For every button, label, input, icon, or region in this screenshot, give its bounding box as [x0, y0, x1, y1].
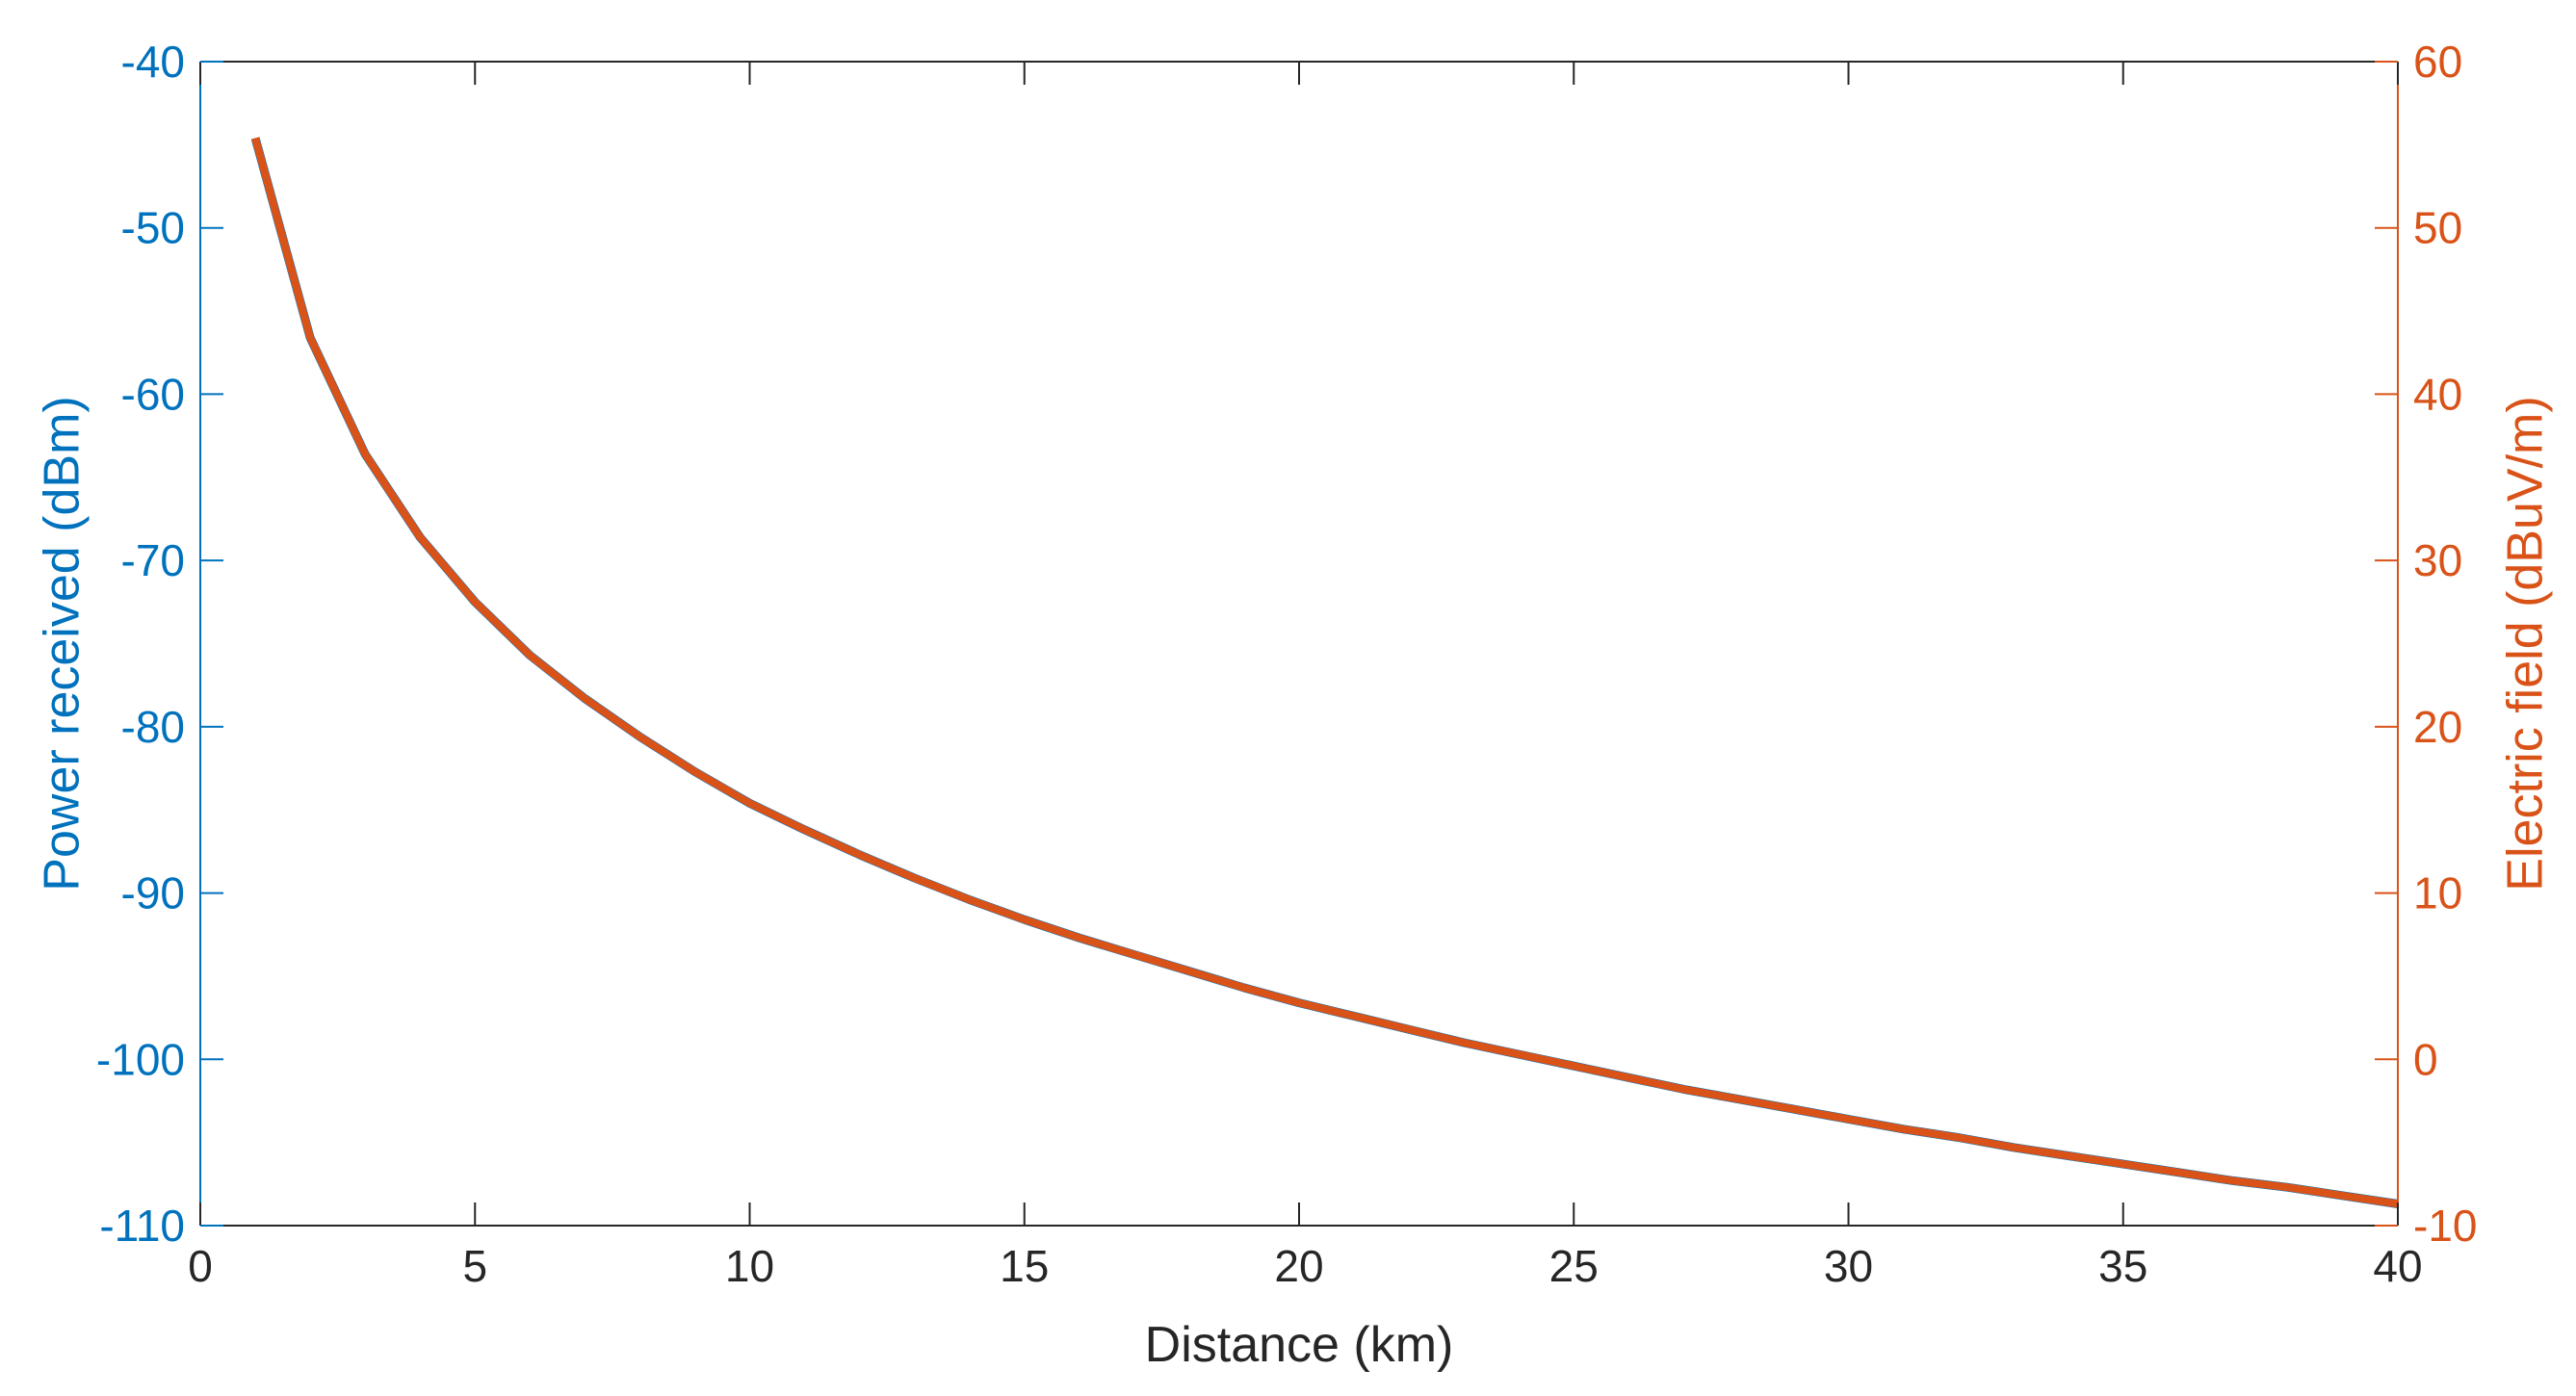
right-y-tick-label: 20: [2413, 702, 2462, 752]
axes: 0 5 10 15 20 25 30 35 40-40-50-60-70-80-90-100-1…: [96, 37, 2478, 1291]
left-y-tick-label: -110: [99, 1201, 185, 1251]
x-tick-label: 15: [1000, 1241, 1049, 1291]
left-y-tick-label: -100: [96, 1034, 185, 1084]
left-y-tick-label: -60: [121, 369, 185, 419]
x-tick-label: 25: [1549, 1241, 1599, 1291]
left-y-tick-label: -40: [121, 37, 185, 87]
x-tick-label: 5: [462, 1241, 487, 1291]
x-tick-label: 35: [2098, 1241, 2147, 1291]
right-y-tick-label: -10: [2413, 1201, 2477, 1251]
left-y-axis-title: Power received (dBm): [35, 396, 91, 891]
left-y-tick-label: -90: [121, 868, 185, 918]
x-tick-label: 20: [1274, 1241, 1323, 1291]
left-y-tick-label: -70: [121, 535, 185, 585]
right-y-tick-label: 50: [2413, 203, 2462, 253]
plot-area: [250, 137, 2399, 1208]
x-tick-label: 40: [2373, 1241, 2422, 1291]
right-y-tick-label: 30: [2413, 535, 2462, 585]
x-tick-label: 0: [188, 1241, 213, 1291]
right-y-tick-label: 10: [2413, 868, 2462, 918]
x-tick-label: 30: [1824, 1241, 1873, 1291]
left-y-tick-label: -80: [121, 702, 185, 752]
right-y-tick-label: 40: [2413, 369, 2462, 419]
right-y-axis-title: Electric field (dBuV/m): [2498, 396, 2554, 891]
x-axis-title: Distance (km): [1145, 1317, 1454, 1373]
series-line-right: [251, 137, 2399, 1208]
left-y-tick-label: -50: [121, 203, 185, 253]
right-y-tick-label: 0: [2413, 1034, 2438, 1084]
x-tick-label: 10: [725, 1241, 774, 1291]
right-y-tick-label: 60: [2413, 37, 2462, 87]
